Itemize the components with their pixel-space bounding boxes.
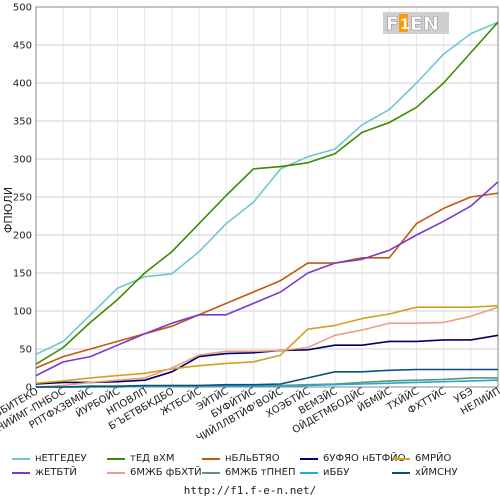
series-line-1	[35, 21, 499, 356]
legend-swatch	[107, 457, 125, 460]
y-tick-label: 0	[26, 383, 32, 394]
legend-swatch	[202, 471, 220, 474]
legend-swatch	[12, 457, 30, 460]
legend-label: 6УФЯО нБТФЙО	[323, 453, 406, 464]
legend-swatch	[107, 471, 125, 474]
series-line-6	[35, 181, 499, 377]
y-tick-label: 200	[13, 231, 32, 242]
grid	[35, 6, 499, 388]
series-line-10	[36, 368, 498, 388]
legend-item: 6УФЯО нБТФЙО	[300, 453, 406, 464]
legend-item: 6МРЙО	[392, 453, 451, 464]
y-tick-label: 50	[19, 345, 32, 356]
legend-label: тЕД вХМ	[130, 453, 175, 464]
legend-item: нБЛьБТЯО	[202, 453, 280, 464]
legend-swatch	[12, 471, 30, 474]
legend-label: 6МЖБ тПНЕП	[225, 467, 296, 478]
y-tick-label: 250	[13, 193, 32, 204]
legend-swatch	[300, 457, 318, 460]
y-tick-label: 450	[13, 41, 32, 52]
legend-item: 6МЖБ тПНЕП	[202, 467, 296, 478]
legend-item: нЕТГЕДЕУ	[12, 453, 87, 464]
logo: F 1 EN	[383, 8, 449, 42]
legend-item: тЕД вХМ	[107, 453, 175, 464]
legend-item: иББУ	[300, 467, 349, 478]
y-tick-label: 100	[13, 307, 32, 318]
legend-label: 6МЖБ фБХТЙ	[130, 467, 202, 478]
series-line-5	[35, 304, 499, 384]
legend-item: 6МЖБ фБХТЙ	[107, 467, 202, 478]
legend-label: 6МРЙО	[415, 453, 452, 464]
series-line-7	[35, 306, 499, 388]
legend-item: жЕТБТЙ	[12, 467, 77, 478]
legend-swatch	[392, 471, 410, 474]
footer-url: http://f1.f-e-n.net/	[183, 484, 317, 497]
legend-label: хЙМСНУ	[415, 467, 458, 478]
y-tick-label: 300	[13, 155, 32, 166]
svg-text:F: F	[386, 13, 399, 35]
series-lines	[35, 21, 499, 388]
f1en-logo-icon: F 1 EN	[383, 12, 449, 35]
legend-item: хЙМСНУ	[392, 467, 458, 478]
legend-label: иББУ	[323, 467, 350, 478]
x-ticks: ВБИТЕКОЕНИЙМГ-ПНБОСРПТФХЗВМЙСЙУРБОЙСНПОВ…	[0, 384, 500, 444]
legend-label: нБЛьБТЯО	[225, 453, 280, 464]
series-line-2	[35, 21, 499, 365]
series-line-3	[35, 192, 499, 369]
legend-swatch	[392, 457, 410, 460]
y-axis-label: ФПЮЛИ	[2, 187, 15, 233]
y-tick-label: 150	[13, 269, 32, 280]
legend-swatch	[202, 457, 220, 460]
legend-label: нЕТГЕДЕУ	[35, 453, 87, 464]
svg-text:1: 1	[400, 17, 410, 33]
y-tick-label: 500	[13, 3, 32, 14]
y-tick-label: 400	[13, 79, 32, 90]
legend-swatch	[300, 471, 318, 474]
svg-text:EN: EN	[410, 13, 439, 35]
y-tick-label: 350	[13, 117, 32, 128]
legend-label: жЕТБТЙ	[35, 467, 77, 478]
y-ticks: 0 50 100 150 200 250 300 350 400 450 500	[13, 3, 32, 394]
